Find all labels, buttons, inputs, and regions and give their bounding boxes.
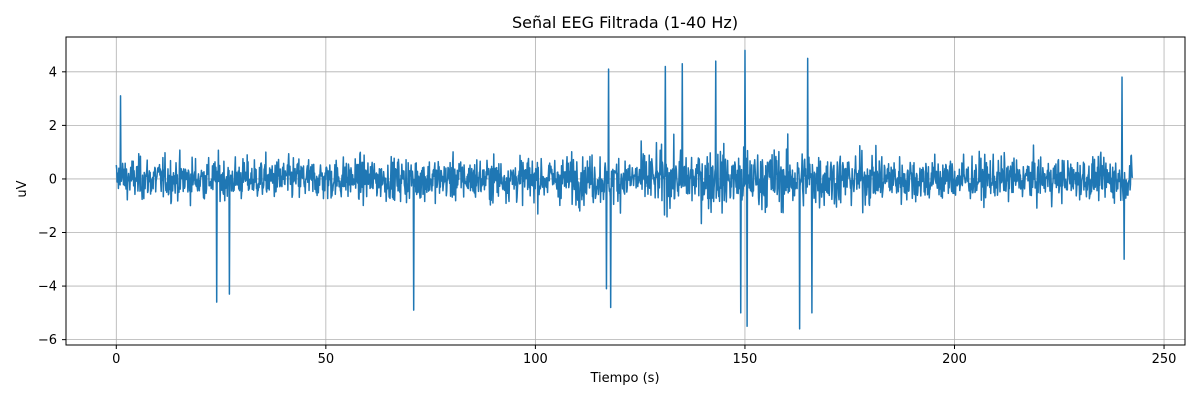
series-group: [115, 49, 1134, 330]
y-tick-label: 4: [49, 65, 57, 80]
x-tick-label: 250: [1152, 352, 1177, 367]
x-tick-label: 200: [942, 352, 967, 367]
eeg-signal-line: [115, 49, 1134, 330]
y-tick-label: 0: [49, 172, 57, 187]
y-tick-label: −6: [38, 333, 57, 348]
plot-frame: [65, 36, 1186, 346]
x-axis-ticks: 0 50 100 150 200 250: [112, 345, 1176, 367]
y-tick-label: 2: [49, 119, 57, 134]
y-axis-ticks: −6 −4 −2 0 2 4: [38, 65, 66, 348]
y-axis-label: uV: [15, 180, 30, 197]
x-tick-label: 50: [318, 352, 335, 367]
y-tick-label: −2: [38, 226, 57, 241]
x-axis-label: Tiempo (s): [589, 371, 659, 386]
chart-title: Señal EEG Filtrada (1-40 Hz): [512, 13, 738, 32]
y-tick-label: −4: [38, 280, 57, 295]
x-tick-label: 0: [112, 352, 120, 367]
x-tick-label: 100: [523, 352, 548, 367]
x-tick-label: 150: [733, 352, 758, 367]
